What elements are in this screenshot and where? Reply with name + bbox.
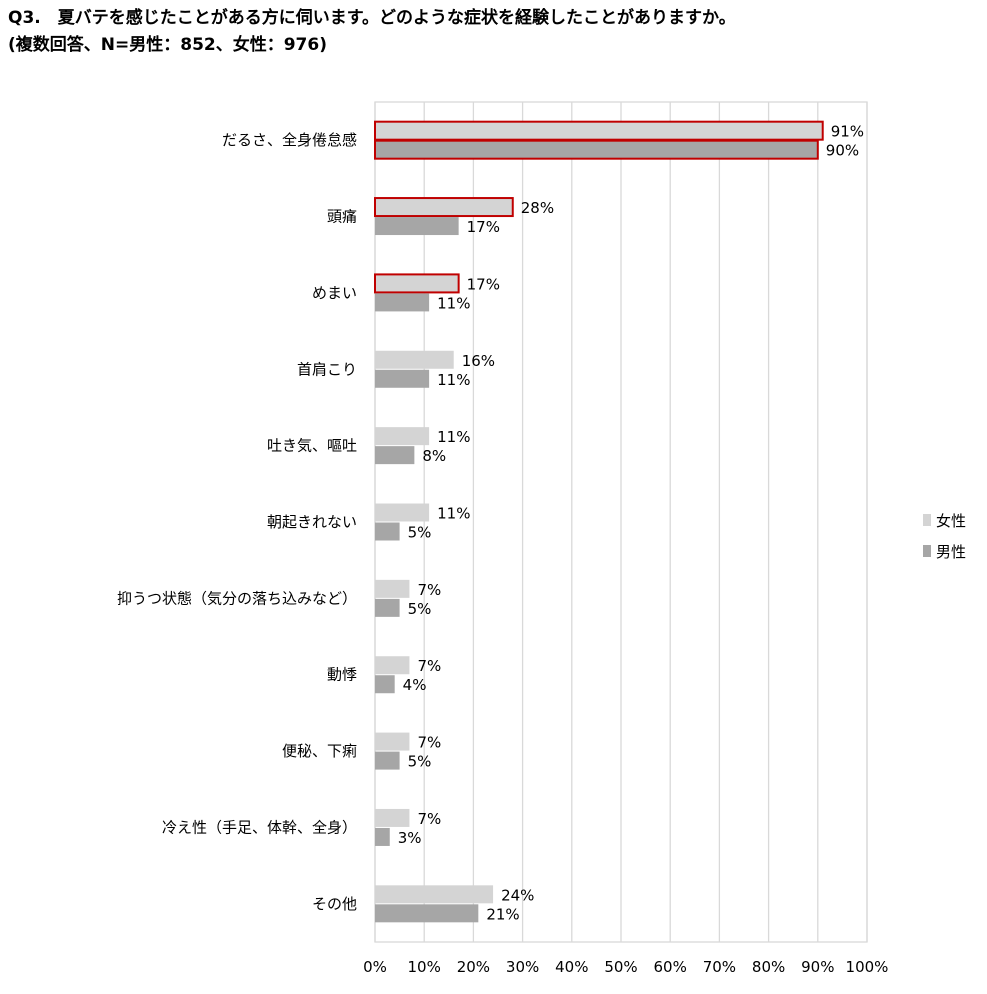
bar-female xyxy=(375,885,494,904)
data-label: 7% xyxy=(417,657,441,675)
category-label: めまい xyxy=(312,284,357,302)
data-label: 11% xyxy=(437,505,470,523)
data-label: 7% xyxy=(417,581,441,599)
bar-female xyxy=(375,656,410,675)
data-label: 16% xyxy=(462,352,495,370)
data-label: 8% xyxy=(422,447,446,465)
data-label: 11% xyxy=(437,371,470,389)
bar-female xyxy=(375,732,410,751)
data-label: 91% xyxy=(831,123,864,141)
bar-female xyxy=(374,197,514,218)
bar-male xyxy=(375,904,479,923)
data-label: 4% xyxy=(403,676,427,694)
data-label: 28% xyxy=(521,199,554,217)
data-label: 7% xyxy=(417,810,441,828)
x-tick-label: 70% xyxy=(703,958,736,976)
data-label: 5% xyxy=(408,753,432,771)
category-labels: だるさ、全身倦怠感頭痛めまい首肩こり吐き気、嘔吐朝起きれない抑うつ状態（気分の落… xyxy=(117,131,357,913)
data-label: 7% xyxy=(417,734,441,752)
x-tick-label: 90% xyxy=(801,958,834,976)
data-label: 24% xyxy=(501,886,534,904)
x-tick-label: 30% xyxy=(506,958,539,976)
legend-swatch xyxy=(923,514,931,526)
x-axis-ticks: 0% 10% 20% 30% 40% 50% 60% 70% 80% 90% 100% xyxy=(363,958,888,976)
category-label: その他 xyxy=(312,895,357,913)
bar-male xyxy=(375,827,390,846)
bar-male xyxy=(375,751,400,770)
bar-female xyxy=(374,273,460,294)
category-label: 動悸 xyxy=(327,666,357,684)
bar-male xyxy=(375,522,400,541)
chart-title-line2: (複数回答、N=男性：852、女性：976) xyxy=(8,35,327,55)
category-label: 頭痛 xyxy=(327,208,357,226)
bar-male xyxy=(375,293,430,312)
category-label: 吐き気、嘔吐 xyxy=(267,437,357,455)
category-label: 首肩こり xyxy=(297,360,357,378)
bar-female xyxy=(375,503,430,522)
data-label: 17% xyxy=(467,275,500,293)
x-tick-label: 40% xyxy=(555,958,588,976)
bar-male xyxy=(375,369,430,388)
bar-female xyxy=(375,350,454,369)
data-label: 5% xyxy=(408,600,432,618)
x-tick-label: 80% xyxy=(752,958,785,976)
category-label: 便秘、下痢 xyxy=(282,742,357,760)
data-label: 11% xyxy=(437,428,470,446)
bar-male xyxy=(375,446,415,465)
category-label: 冷え性（手足、体幹、全身） xyxy=(162,818,357,836)
data-label: 11% xyxy=(437,294,470,312)
data-label: 17% xyxy=(467,218,500,236)
legend-swatch xyxy=(923,545,931,557)
x-tick-label: 60% xyxy=(654,958,687,976)
bar-female xyxy=(375,579,410,598)
category-label: 朝起きれない xyxy=(267,513,357,531)
legend-label: 女性 xyxy=(936,512,966,530)
data-label: 3% xyxy=(398,829,422,847)
x-tick-label: 20% xyxy=(457,958,490,976)
data-label: 90% xyxy=(826,142,859,160)
x-tick-label: 50% xyxy=(604,958,637,976)
bar-female xyxy=(374,120,824,141)
bar-female xyxy=(375,808,410,827)
x-tick-label: 0% xyxy=(363,958,387,976)
category-label: だるさ、全身倦怠感 xyxy=(222,131,357,149)
category-label: 抑うつ状態（気分の落ち込みなど） xyxy=(117,589,357,607)
bar-male xyxy=(375,598,400,617)
data-labels: 91%90%28%17%17%11%16%11%11%8%11%5%7%5%7%… xyxy=(398,123,864,924)
plot-border xyxy=(374,101,868,943)
data-label: 21% xyxy=(486,905,519,923)
legend-label: 男性 xyxy=(936,543,966,561)
gridlines xyxy=(374,101,868,943)
data-label: 5% xyxy=(408,524,432,542)
bars xyxy=(374,120,824,923)
x-tick-label: 10% xyxy=(408,958,441,976)
bar-male xyxy=(375,217,459,236)
chart-title-line1: Q3. 夏バテを感じたことがある方に伺います。どのような症状を経験したことがあり… xyxy=(8,8,736,28)
x-tick-label: 100% xyxy=(846,958,889,976)
bar-female xyxy=(375,427,430,446)
bar-male xyxy=(375,675,395,694)
bar-male xyxy=(374,139,819,160)
